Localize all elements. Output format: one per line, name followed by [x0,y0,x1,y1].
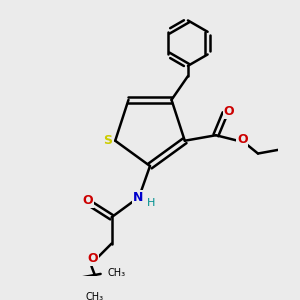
Text: H: H [146,198,155,208]
Text: O: O [237,134,247,146]
Text: O: O [224,105,234,118]
Text: CH₃: CH₃ [107,268,125,278]
Text: O: O [87,252,98,266]
Text: N: N [133,190,143,204]
Text: S: S [103,134,112,147]
Text: CH₃: CH₃ [86,292,104,300]
Text: O: O [82,194,93,207]
